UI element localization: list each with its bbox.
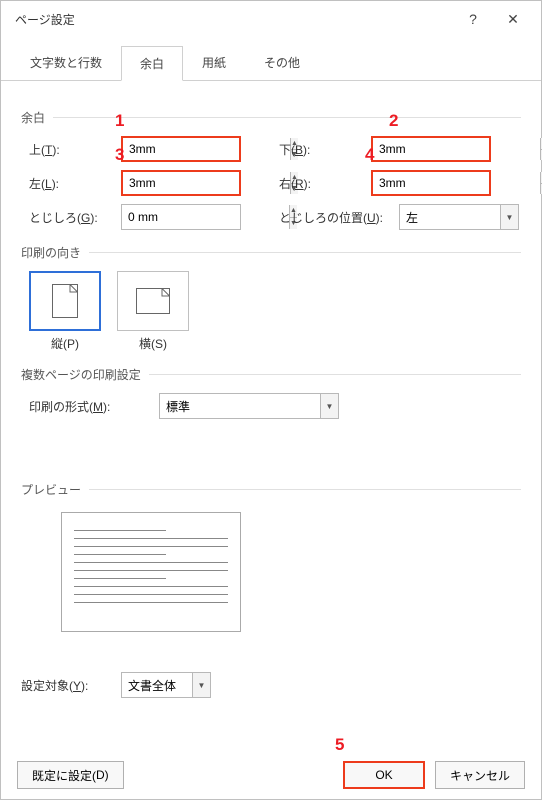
margin-right-input[interactable]: ▲▼ xyxy=(371,170,491,196)
gutter-value[interactable] xyxy=(122,205,289,229)
margin-left-value[interactable] xyxy=(123,172,290,194)
gutter-pos-value: 左 xyxy=(400,209,500,226)
orientation-portrait-label: 縦(P) xyxy=(29,335,101,352)
margin-bottom-label: 下(B): xyxy=(279,141,371,158)
margin-right-label: 右(R): xyxy=(279,175,371,192)
multipage-section-header: 複数ページの印刷設定 xyxy=(21,366,521,383)
divider xyxy=(149,374,521,375)
tab-content: 余白 1 2 3 4 上(T): ▲▼ 下(B): xyxy=(1,81,541,751)
page-setup-dialog: ページ設定 ? ✕ 文字数と行数 余白 用紙 その他 余白 1 2 3 4 上(… xyxy=(0,0,542,800)
print-format-label: 印刷の形式(M): xyxy=(29,398,159,415)
gutter-label: とじしろ(G): xyxy=(29,209,121,226)
help-button[interactable]: ? xyxy=(453,11,493,27)
divider xyxy=(89,489,521,490)
dialog-button-bar: 5 既定に設定(D) OK キャンセル xyxy=(1,751,541,799)
portrait-page-icon xyxy=(52,284,78,318)
divider xyxy=(89,252,521,253)
tab-bar: 文字数と行数 余白 用紙 その他 xyxy=(1,45,541,81)
page-preview xyxy=(61,512,241,632)
close-button[interactable]: ✕ xyxy=(493,11,533,28)
ok-button[interactable]: OK xyxy=(343,761,425,789)
title-bar: ページ設定 ? ✕ xyxy=(1,1,541,37)
margin-top-input[interactable]: ▲▼ xyxy=(121,136,241,162)
apply-to-value: 文書全体 xyxy=(122,677,192,694)
landscape-page-icon xyxy=(136,288,170,314)
tab-chars-lines[interactable]: 文字数と行数 xyxy=(11,45,121,80)
margin-left-label: 左(L): xyxy=(29,175,121,192)
tab-paper[interactable]: 用紙 xyxy=(183,45,245,80)
tab-margins[interactable]: 余白 xyxy=(121,46,183,81)
margins-section-label: 余白 xyxy=(21,109,45,126)
margin-left-input[interactable]: ▲▼ xyxy=(121,170,241,196)
gutter-pos-label: とじしろの位置(U): xyxy=(279,209,399,226)
preview-section-label: プレビュー xyxy=(21,481,81,498)
multipage-section-label: 複数ページの印刷設定 xyxy=(21,366,141,383)
margin-bottom-input[interactable]: ▲▼ xyxy=(371,136,491,162)
divider xyxy=(53,117,521,118)
cancel-button[interactable]: キャンセル xyxy=(435,761,525,789)
margin-right-value[interactable] xyxy=(373,172,540,194)
apply-to-select[interactable]: 文書全体 ▼ xyxy=(121,672,211,698)
margin-bottom-value[interactable] xyxy=(373,138,540,160)
print-format-select[interactable]: 標準 ▼ xyxy=(159,393,339,419)
chevron-down-icon[interactable]: ▼ xyxy=(192,673,210,697)
orientation-section-label: 印刷の向き xyxy=(21,244,81,261)
chevron-down-icon[interactable]: ▼ xyxy=(320,394,338,418)
margin-top-label: 上(T): xyxy=(29,141,121,158)
print-format-value: 標準 xyxy=(160,398,320,415)
orientation-landscape[interactable]: 横(S) xyxy=(117,271,189,352)
dialog-title: ページ設定 xyxy=(9,11,453,28)
orientation-landscape-label: 横(S) xyxy=(117,335,189,352)
gutter-input[interactable]: ▲▼ xyxy=(121,204,241,230)
tab-other[interactable]: その他 xyxy=(245,45,319,80)
apply-to-label: 設定対象(Y): xyxy=(21,677,121,694)
preview-section-header: プレビュー xyxy=(21,481,521,498)
margin-top-value[interactable] xyxy=(123,138,290,160)
set-default-button[interactable]: 既定に設定(D) xyxy=(17,761,124,789)
orientation-portrait[interactable]: 縦(P) xyxy=(29,271,101,352)
margins-section-header: 余白 xyxy=(21,109,521,126)
gutter-pos-select[interactable]: 左 ▼ xyxy=(399,204,519,230)
orientation-section-header: 印刷の向き xyxy=(21,244,521,261)
chevron-down-icon[interactable]: ▼ xyxy=(500,205,518,229)
